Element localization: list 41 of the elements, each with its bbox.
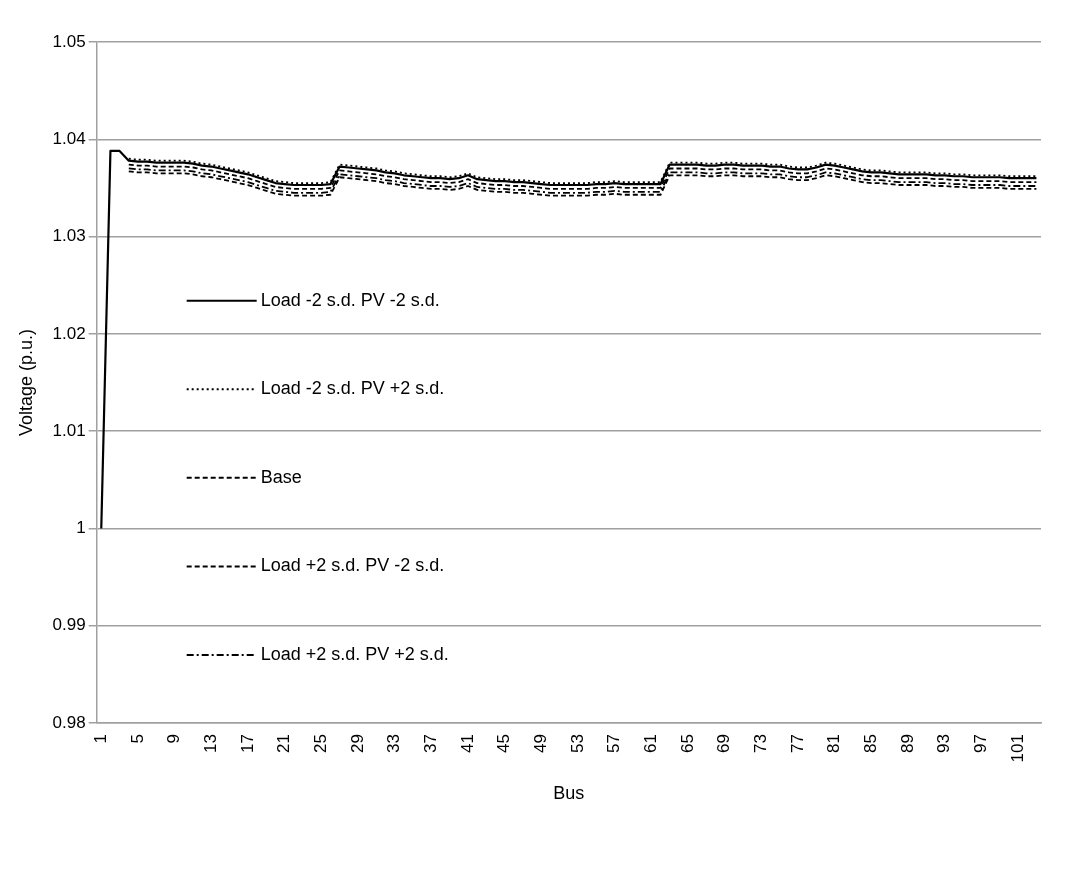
x-tick-label: 5 <box>127 734 147 744</box>
legend-label: Load -2 s.d. PV +2 s.d. <box>260 378 445 399</box>
y-axis-title: Voltage (p.u.) <box>15 328 36 437</box>
x-tick-label: 49 <box>531 734 551 753</box>
y-tick-label: 1 <box>76 518 86 538</box>
x-tick-label: 61 <box>641 734 661 753</box>
y-tick-label: 1.02 <box>52 323 86 343</box>
x-tick-label: 41 <box>457 734 477 753</box>
x-tick-label: 77 <box>787 734 807 753</box>
x-tick-label: 85 <box>861 734 881 753</box>
x-tick-label: 29 <box>347 734 367 753</box>
x-tick-label: 73 <box>751 734 771 753</box>
x-tick-label: 65 <box>677 734 697 753</box>
x-tick-label: 53 <box>567 734 587 753</box>
x-tick-label: 13 <box>200 734 220 753</box>
y-tick-label: 0.98 <box>52 712 86 732</box>
y-tick-label: 1.05 <box>52 31 86 51</box>
x-tick-label: 93 <box>934 734 954 753</box>
x-axis-title: Bus <box>553 783 585 804</box>
x-tick-label: 37 <box>421 734 441 753</box>
y-tick-label: 1.04 <box>52 128 86 148</box>
legend-label: Load -2 s.d. PV -2 s.d. <box>260 289 440 310</box>
legend-label: Base <box>260 466 302 487</box>
x-tick-label: 57 <box>604 734 624 753</box>
x-tick-label: 1 <box>90 734 110 744</box>
x-tick-label: 9 <box>164 734 184 744</box>
legend-label: Load +2 s.d. PV +2 s.d. <box>260 643 449 664</box>
y-tick-label: 0.99 <box>52 615 86 635</box>
x-tick-label: 25 <box>310 734 330 753</box>
x-tick-label: 97 <box>971 734 991 753</box>
x-tick-label: 17 <box>237 734 257 753</box>
x-tick-label: 69 <box>714 734 734 753</box>
x-tick-label: 89 <box>897 734 917 753</box>
x-tick-label: 21 <box>274 734 294 753</box>
x-tick-label: 101 <box>1007 734 1027 763</box>
legend-label: Load +2 s.d. PV -2 s.d. <box>260 555 445 576</box>
y-tick-label: 1.03 <box>52 226 86 246</box>
y-tick-label: 1.01 <box>52 420 86 440</box>
x-tick-label: 33 <box>384 734 404 753</box>
x-tick-label: 81 <box>824 734 844 753</box>
x-tick-label: 45 <box>494 734 514 753</box>
